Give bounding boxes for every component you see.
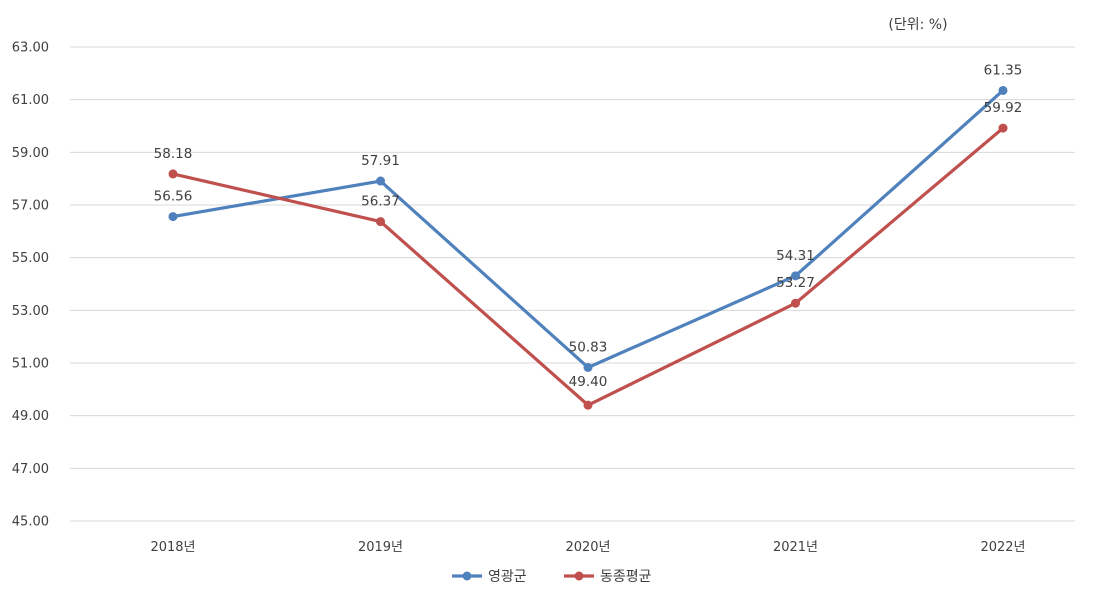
data-point (168, 212, 178, 222)
y-tick-label: 61.00 (12, 93, 49, 108)
y-tick-label: 55.00 (12, 251, 49, 266)
data-point (791, 271, 800, 281)
x-tick-label: 2018년 (150, 540, 195, 555)
data-labels: 56.56 57.91 50.83 54.31 61.35 58.18 56.37 49.40… (154, 62, 1023, 390)
y-tick-label: 45.00 (12, 515, 49, 530)
legend-label: 동종평균 (600, 569, 652, 585)
legend-label: 영광군 (488, 569, 527, 585)
legend-marker (574, 571, 584, 581)
x-tick-label: 2020년 (565, 540, 610, 555)
y-tick-label: 63.00 (12, 41, 49, 56)
data-point (791, 298, 800, 308)
x-tick-label: 2022년 (980, 540, 1025, 555)
legend-marker (462, 571, 472, 581)
unit-note: (단위: %) (888, 17, 947, 33)
x-axis-ticks: 2018년 2019년 2020년 2021년 2022년 (150, 540, 1025, 555)
data-point (998, 85, 1008, 95)
legend: 영광군 동종평균 (452, 569, 652, 585)
series-line (171, 88, 1005, 370)
data-point (376, 176, 385, 186)
data-point (376, 217, 385, 227)
data-label: 54.31 (776, 248, 815, 264)
x-tick-label: 2021년 (773, 540, 818, 555)
y-tick-label: 49.00 (12, 409, 49, 424)
data-label: 59.92 (984, 100, 1023, 116)
y-tick-label: 51.00 (12, 357, 49, 372)
data-label: 50.83 (569, 339, 608, 355)
x-tick-label: 2019년 (358, 540, 403, 555)
data-point (998, 123, 1008, 133)
series-lines (168, 85, 1008, 410)
data-label: 49.40 (569, 374, 608, 390)
data-point (583, 362, 593, 372)
y-axis-ticks: 63.00 61.00 59.00 57.00 55.00 53.00 51.00 49.00… (12, 41, 49, 530)
gridlines (70, 46, 1075, 522)
data-label: 56.56 (154, 189, 193, 205)
data-label: 58.18 (154, 146, 193, 162)
data-label: 57.91 (361, 153, 400, 169)
y-tick-label: 47.00 (12, 462, 49, 477)
data-point (168, 169, 178, 179)
data-label: 61.35 (984, 62, 1023, 78)
data-label: 56.37 (361, 194, 400, 210)
y-tick-label: 57.00 (12, 199, 49, 214)
data-point (583, 400, 593, 410)
data-label: 53.27 (776, 275, 815, 291)
y-tick-label: 59.00 (12, 146, 49, 161)
y-tick-label: 53.00 (12, 304, 49, 319)
